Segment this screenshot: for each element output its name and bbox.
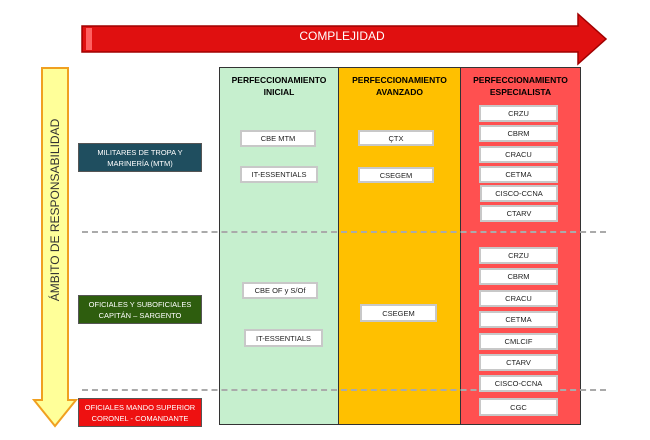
course-box: ÇTX <box>358 130 434 146</box>
course-box: CTARV <box>480 205 558 222</box>
course-box: CISCO-CCNA <box>479 375 558 392</box>
complexity-label: COMPLEJIDAD <box>299 29 385 43</box>
course-box: CGC <box>479 398 558 416</box>
divider <box>82 231 606 233</box>
column-avanzado: PERFECCIONAMIENTO AVANZADO <box>338 67 461 425</box>
course-box: IT-ESSENTIALS <box>240 166 318 183</box>
column-title: PERFECCIONAMIENTO ESPECIALISTA <box>473 75 568 97</box>
course-box: IT-ESSENTIALS <box>244 329 323 347</box>
column-title: PERFECCIONAMIENTO AVANZADO <box>352 75 447 97</box>
category-oficiales: OFICIALES Y SUBOFICIALES CAPITÁN – SARGE… <box>78 295 202 324</box>
column-title: PERFECCIONAMIENTO INICIAL <box>231 75 327 97</box>
course-box: CRACU <box>479 290 558 307</box>
course-box: CETMA <box>479 166 558 183</box>
course-box: CSEGEM <box>360 304 437 322</box>
course-box: CISCO-CCNA <box>480 185 558 202</box>
course-box: CETMA <box>479 311 558 328</box>
course-box: CSEGEM <box>358 167 434 183</box>
course-box: CRZU <box>479 105 558 122</box>
course-box: CRACU <box>479 146 558 163</box>
category-mando-superior: OFICIALES MANDO SUPERIOR CORONEL - COMAN… <box>78 398 202 427</box>
scope-label: ÁMBITO DE RESPONSABILIDAD <box>48 118 62 302</box>
complexity-arrow <box>81 12 608 66</box>
course-box: CBE MTM <box>240 130 316 147</box>
course-box: CBRM <box>479 268 558 285</box>
category-mtm: MILITARES DE TROPA Y MARINERÍA (MTM) <box>78 143 202 172</box>
divider <box>82 389 606 391</box>
column-inicial: PERFECCIONAMIENTO INICIAL <box>219 67 339 425</box>
course-box: CTARV <box>479 354 558 371</box>
course-box: CMLCIF <box>479 333 558 350</box>
scope-arrow <box>31 67 79 428</box>
course-box: CBRM <box>479 125 558 142</box>
course-box: CBE OF y S/Of <box>242 282 318 299</box>
course-box: CRZU <box>479 247 558 264</box>
